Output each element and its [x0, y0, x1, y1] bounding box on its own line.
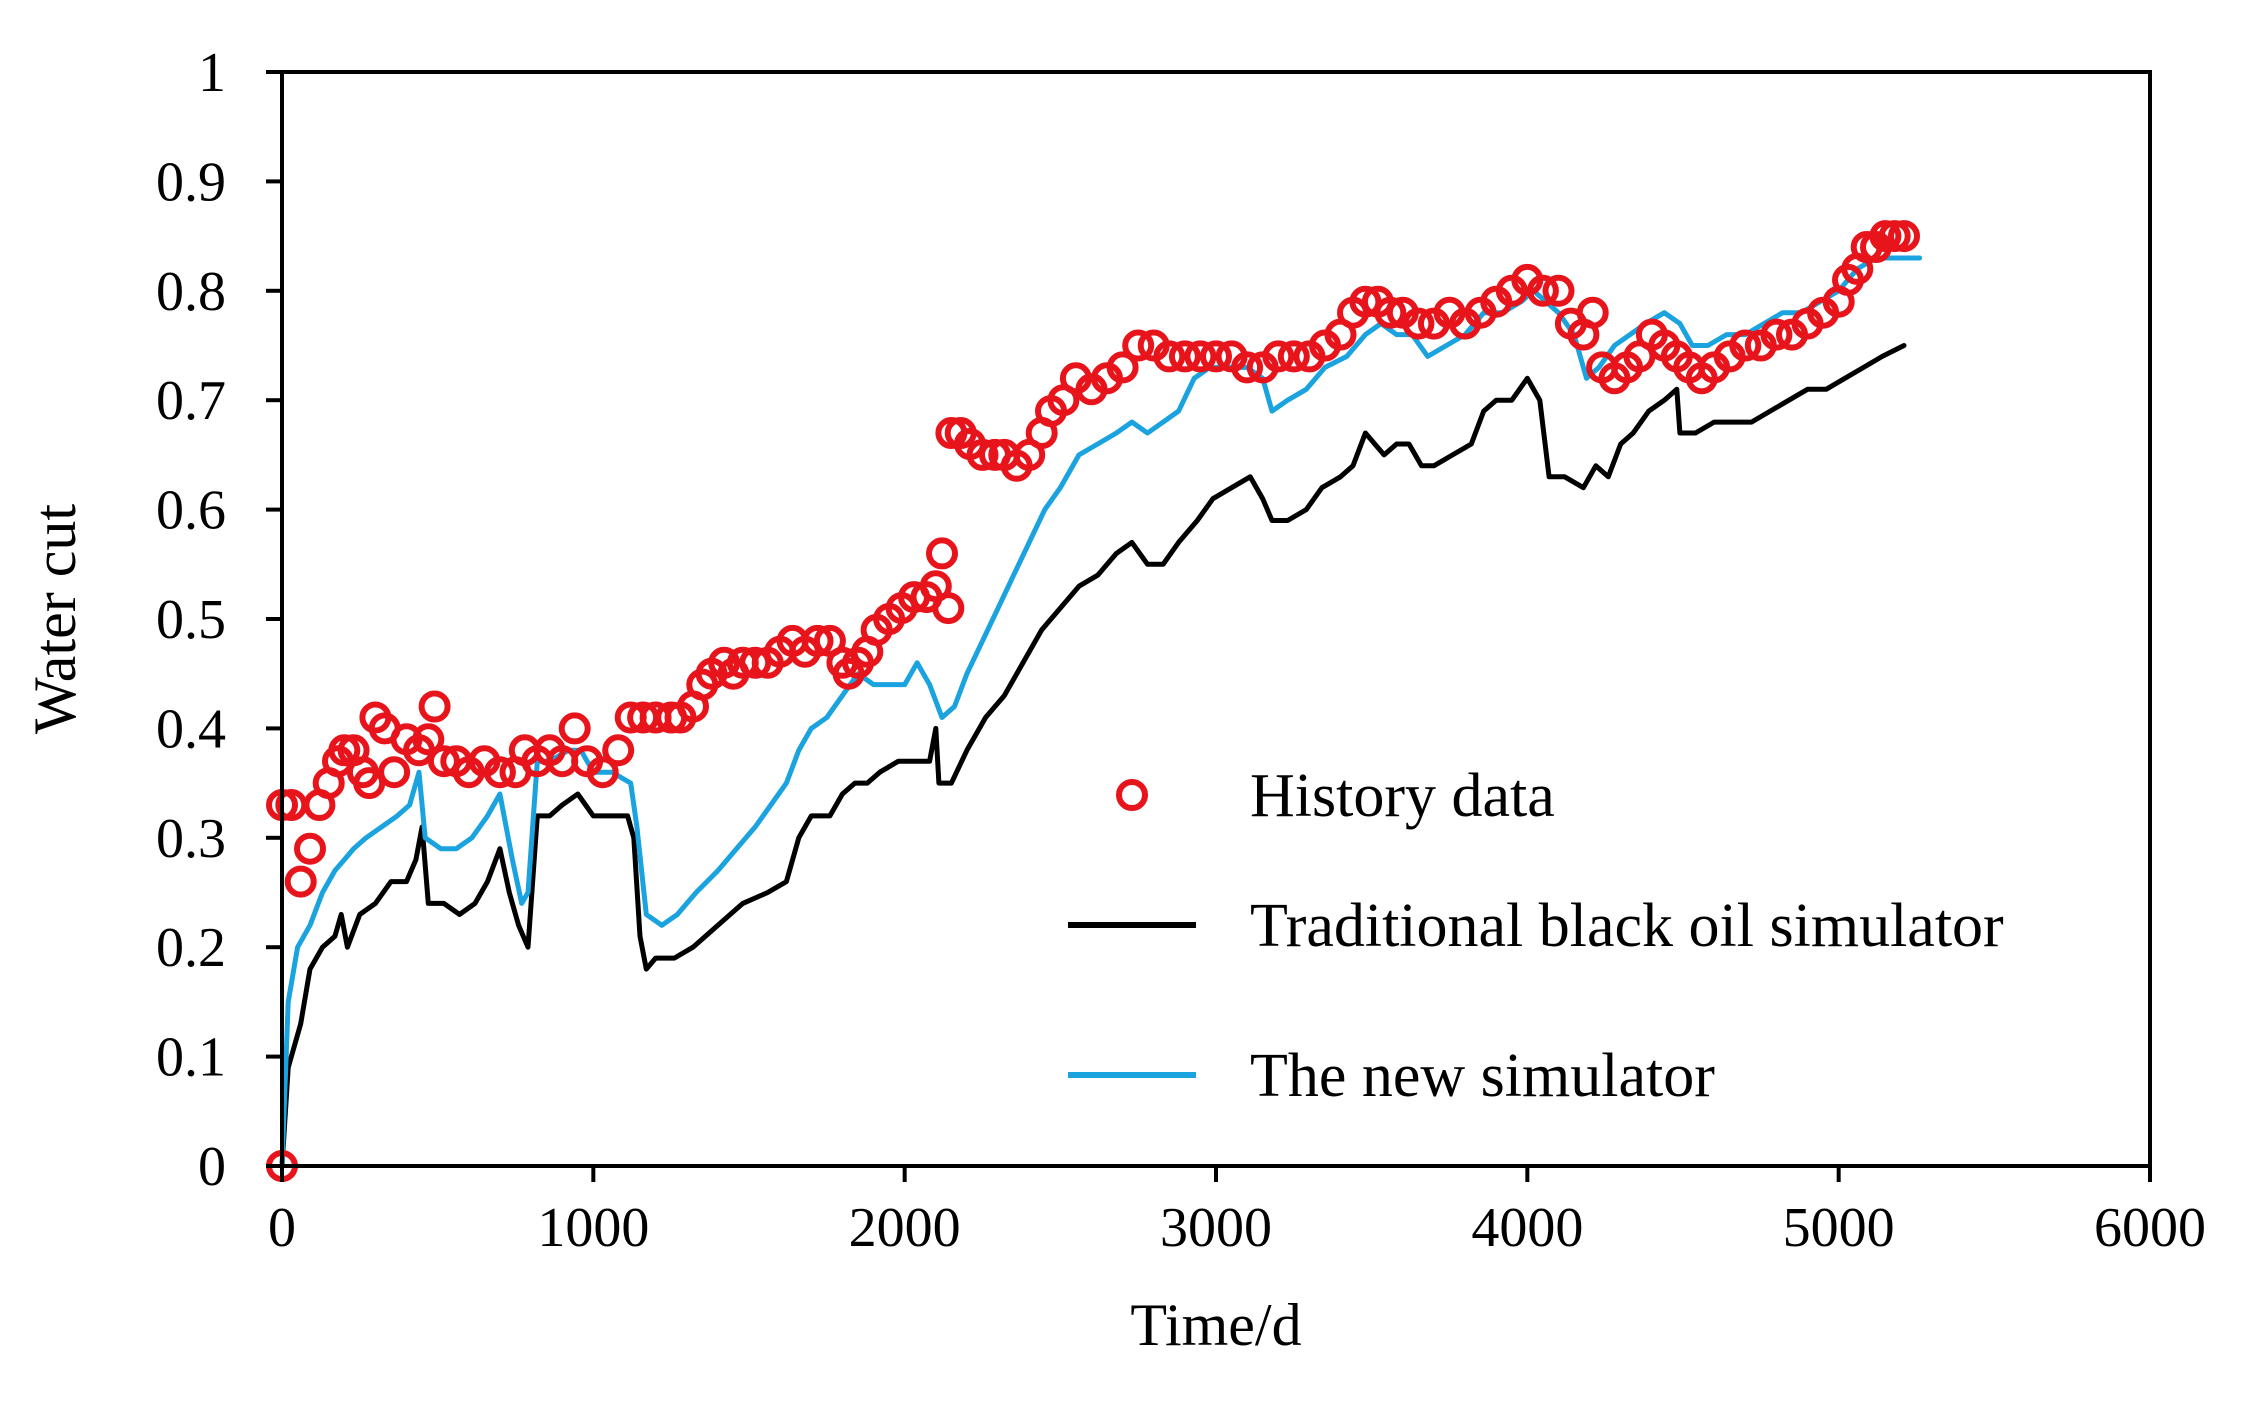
- history-data-point: [1760, 318, 1793, 351]
- x-tick-label: 1000: [537, 1197, 649, 1259]
- y-tick-label: 0.3: [156, 808, 226, 870]
- history-data-point: [932, 592, 965, 625]
- y-tick-label: 0.5: [156, 589, 226, 651]
- history-data-point: [1106, 351, 1139, 384]
- x-axis-title: Time/d: [1130, 1292, 1301, 1358]
- history-data-point: [801, 624, 834, 657]
- history-data-point: [1542, 274, 1575, 307]
- history-data-point: [586, 756, 619, 789]
- y-tick-label: 0.4: [156, 698, 226, 760]
- history-data-point: [1277, 340, 1310, 373]
- history-data-point: [1262, 340, 1295, 373]
- history-data-point: [1374, 296, 1407, 329]
- y-tick-label: 1: [198, 42, 226, 104]
- history-data-point: [1402, 307, 1435, 340]
- legend-label-1: Traditional black oil simulator: [1250, 892, 2004, 960]
- history-data-point: [926, 537, 958, 570]
- y-tick-label: 0.1: [156, 1027, 226, 1089]
- history-data-point: [418, 690, 451, 723]
- legend: History data Traditional black oil simula…: [1068, 762, 2004, 1110]
- history-data-point: [1184, 340, 1217, 373]
- y-tick-label: 0.7: [156, 370, 226, 432]
- series-line-1: [279, 343, 1907, 1169]
- x-tick-label: 3000: [1160, 1197, 1272, 1259]
- x-tick-label: 0: [268, 1197, 296, 1259]
- history-data-point: [1122, 329, 1155, 362]
- history-data-point: [558, 712, 591, 745]
- y-axis-title: Water cut: [22, 504, 88, 734]
- y-tick-label: 0.2: [156, 917, 226, 979]
- history-data-point: [1526, 274, 1559, 307]
- y-tick-label: 0.9: [156, 151, 226, 213]
- history-data-point: [353, 767, 386, 800]
- x-tick-label: 2000: [849, 1197, 961, 1259]
- x-tick-label: 4000: [1471, 1197, 1583, 1259]
- x-tick-label: 6000: [2094, 1197, 2206, 1259]
- legend-label-2: The new simulator: [1250, 1042, 1715, 1110]
- history-data-point: [427, 745, 460, 778]
- history-data-point: [1888, 220, 1920, 253]
- history-data-point: [1200, 340, 1232, 373]
- history-data-point: [1729, 329, 1762, 362]
- history-data-point: [602, 734, 635, 767]
- x-tick-label: 5000: [1783, 1197, 1895, 1259]
- series-line-2: [279, 255, 1923, 1169]
- axis-layer: 0 1000 2000 3000 4000 5000 6000 0 0.1 0.2 0.3 0.4 0.…: [156, 42, 2206, 1259]
- y-tick-label: 0: [198, 1136, 226, 1198]
- history-data-point: [1153, 340, 1186, 373]
- history-data-point: [378, 756, 411, 789]
- y-tick-label: 0.8: [156, 261, 226, 323]
- series-layer: [266, 220, 1923, 1182]
- y-tick-label: 0.6: [156, 480, 226, 542]
- history-data-point: [1349, 285, 1382, 318]
- history-data-point: [966, 438, 999, 471]
- history-data-point: [294, 832, 326, 865]
- history-data-point: [739, 646, 772, 679]
- legend-swatch-marker: [1116, 779, 1148, 811]
- history-data-point: [1231, 351, 1264, 384]
- history-data-point: [1168, 340, 1201, 373]
- legend-label-0: History data: [1250, 762, 1555, 830]
- history-data-point: [412, 723, 445, 756]
- history-data-point: [284, 865, 317, 898]
- history-data-point: [1576, 296, 1609, 329]
- history-data-point: [483, 756, 516, 789]
